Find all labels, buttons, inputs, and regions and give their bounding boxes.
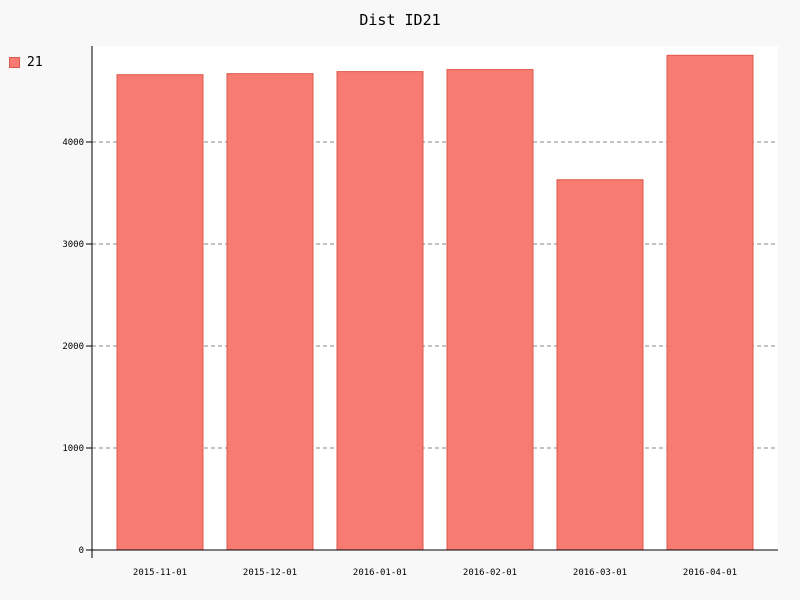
bar: [666, 54, 754, 551]
y-tick-label: 2000: [62, 342, 84, 352]
bar: [116, 74, 204, 551]
bar: [446, 69, 534, 551]
x-tick-label: 2016-02-01: [463, 568, 517, 578]
legend: 21: [9, 55, 43, 70]
x-tick-label: 2016-01-01: [353, 568, 407, 578]
plot-area: [92, 46, 778, 550]
y-tick-labels: 0 1000 2000 3000 4000: [62, 138, 92, 556]
chart-title: Dist ID21: [359, 11, 441, 29]
legend-label: 21: [27, 55, 43, 70]
bar: [556, 179, 644, 551]
x-tick-label: 2016-04-01: [683, 568, 737, 578]
x-tick-label: 2015-12-01: [243, 568, 297, 578]
legend-swatch: [9, 57, 20, 68]
x-tick-label: 2015-11-01: [133, 568, 187, 578]
y-tick-label: 4000: [62, 138, 84, 148]
bar: [336, 71, 424, 551]
y-tick-label: 1000: [62, 444, 84, 454]
x-tick-label: 2016-03-01: [573, 568, 627, 578]
axes: [86, 46, 778, 558]
y-tick-label: 0: [79, 546, 84, 556]
y-tick-label: 3000: [62, 240, 84, 250]
grid-lines: [92, 141, 778, 449]
bar: [226, 73, 314, 551]
bars: [116, 54, 754, 551]
x-tick-labels: 2015-11-01 2015-12-01 2016-01-01 2016-02-01…: [133, 568, 737, 578]
